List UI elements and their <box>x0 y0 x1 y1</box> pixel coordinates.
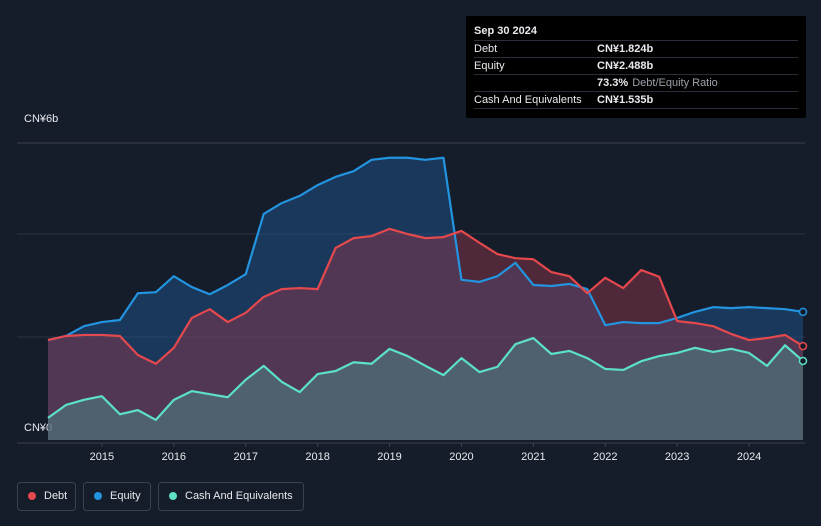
legend-swatch <box>169 492 177 500</box>
x-tick-label: 2016 <box>162 451 186 463</box>
legend-swatch <box>94 492 102 500</box>
tooltip-value: 73.3% Debt/Equity Ratio <box>597 77 718 89</box>
end-marker <box>798 307 808 317</box>
x-tick-label: 2024 <box>737 451 761 463</box>
tooltip-date: Sep 30 2024 <box>474 25 538 37</box>
y-tick-label: CN¥0 <box>24 422 52 434</box>
legend-item[interactable] <box>158 482 304 511</box>
tooltip-note: Debt/Equity Ratio <box>632 77 718 89</box>
series-line <box>47 156 804 342</box>
x-tick-label: 2015 <box>90 451 114 463</box>
tooltip-label: Cash And Equivalents <box>474 94 582 106</box>
end-marker <box>798 356 808 366</box>
end-marker <box>798 341 808 351</box>
tooltip-box <box>466 16 806 118</box>
legend-label: Equity <box>110 490 141 502</box>
legend-label: Debt <box>44 490 67 502</box>
series-area <box>48 338 803 440</box>
tooltip-value: CN¥1.535b <box>597 94 654 106</box>
x-tick-label: 2019 <box>377 451 401 463</box>
legend-item[interactable] <box>17 482 76 511</box>
x-tick-label: 2023 <box>665 451 689 463</box>
tooltip-label: Equity <box>474 60 505 72</box>
x-tick-label: 2022 <box>593 451 617 463</box>
tooltip-value: CN¥1.824b <box>597 43 654 55</box>
series-line <box>47 336 804 422</box>
legend-item[interactable] <box>83 482 151 511</box>
tooltip-label: Debt <box>474 43 497 55</box>
x-tick-label: 2018 <box>305 451 329 463</box>
x-tick-label: 2021 <box>521 451 545 463</box>
x-tick-label: 2017 <box>233 451 257 463</box>
series-line <box>47 227 804 365</box>
x-tick-label: 2020 <box>449 451 473 463</box>
legend-swatch <box>28 492 36 500</box>
legend-label: Cash And Equivalents <box>185 490 293 502</box>
y-tick-label: CN¥6b <box>24 113 58 125</box>
tooltip-value: CN¥2.488b <box>597 60 654 72</box>
